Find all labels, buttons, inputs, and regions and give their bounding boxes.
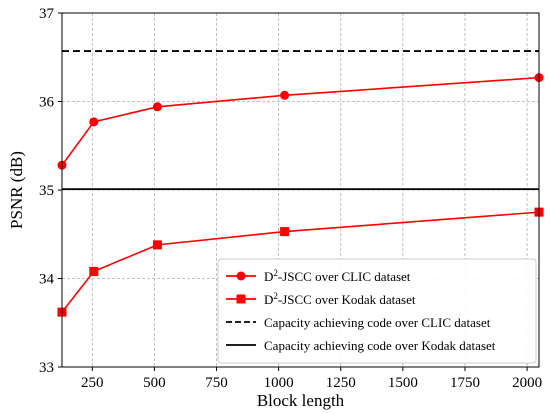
legend-label-series-clic: D2-JSCC over CLIC dataset — [264, 268, 411, 284]
legend-label-series-kodak: D2-JSCC over Kodak dataset — [264, 291, 416, 307]
data-point-kodak — [152, 240, 162, 250]
legend-marker-clic — [236, 271, 246, 281]
x-tick-label: 1000 — [264, 375, 294, 391]
data-point-clic — [89, 117, 99, 127]
data-point-kodak — [89, 266, 99, 276]
y-tick-label: 35 — [39, 183, 54, 199]
y-tick-label: 33 — [39, 360, 54, 376]
x-tick-label: 500 — [143, 375, 166, 391]
y-tick-label: 36 — [39, 95, 55, 111]
legend: D2-JSCC over CLIC dataset D2-JSCC over Ko… — [217, 258, 537, 364]
x-axis-title: Block length — [257, 391, 345, 410]
x-tick-label: 2000 — [512, 375, 542, 391]
legend-marker-kodak — [236, 294, 246, 304]
data-series — [57, 73, 544, 317]
x-tick-label: 250 — [81, 375, 104, 391]
axis-ticks: 250 500 750 1000 1250 1500 1750 2000 33 34 35 36 37 — [39, 6, 542, 391]
reference-lines — [62, 50, 539, 191]
legend-label-ref-kodak: Capacity achieving code over Kodak datas… — [264, 338, 496, 353]
legend-label-ref-clic: Capacity achieving code over CLIC datase… — [264, 315, 491, 330]
x-tick-label: 1750 — [450, 375, 480, 391]
data-point-kodak — [280, 227, 290, 237]
y-tick-label: 34 — [39, 272, 55, 288]
x-tick-label: 1500 — [388, 375, 418, 391]
series-line-clic — [61, 76, 540, 166]
y-tick-label: 37 — [39, 6, 55, 22]
x-tick-label: 1250 — [326, 375, 356, 391]
x-tick-label: 750 — [205, 375, 228, 391]
data-point-clic — [152, 102, 162, 112]
y-axis-title: PSNR (dB) — [7, 151, 26, 229]
legend-box — [217, 258, 537, 364]
data-point-clic — [280, 90, 290, 100]
